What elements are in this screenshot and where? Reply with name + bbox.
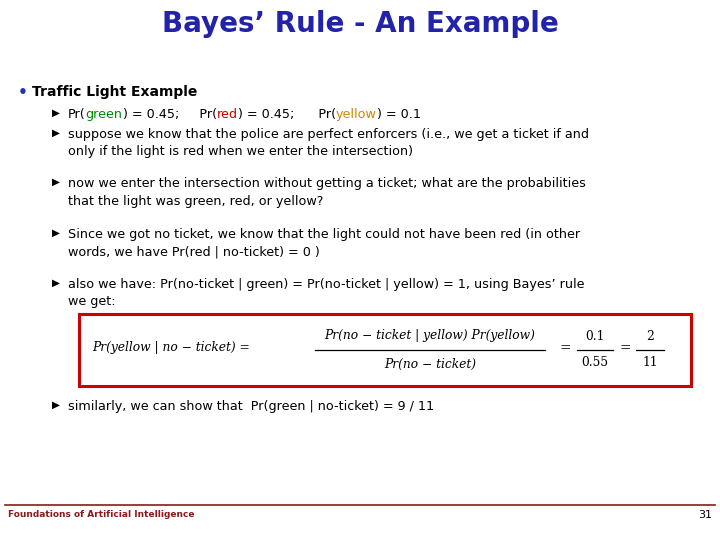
Text: •: • xyxy=(18,85,28,100)
Text: Pr(no − ticket): Pr(no − ticket) xyxy=(384,357,476,370)
Text: ▶: ▶ xyxy=(52,108,60,118)
Text: ▶: ▶ xyxy=(52,400,60,410)
Text: green: green xyxy=(86,108,122,121)
Text: Traffic Light Example: Traffic Light Example xyxy=(32,85,197,99)
Text: yellow: yellow xyxy=(336,108,377,121)
Text: =: = xyxy=(559,341,571,355)
Text: ) = 0.45;      Pr(: ) = 0.45; Pr( xyxy=(238,108,336,121)
Text: Bayes’ Rule - An Example: Bayes’ Rule - An Example xyxy=(161,10,559,38)
Text: ) = 0.45;     Pr(: ) = 0.45; Pr( xyxy=(122,108,217,121)
Text: similarly, we can show that  Pr(green | no-ticket) = 9 / 11: similarly, we can show that Pr(green | n… xyxy=(68,400,434,413)
Text: ▶: ▶ xyxy=(52,177,60,187)
Text: ▶: ▶ xyxy=(52,278,60,288)
FancyBboxPatch shape xyxy=(79,314,691,386)
Text: Pr(: Pr( xyxy=(68,108,86,121)
Text: =: = xyxy=(619,341,631,355)
Text: ▶: ▶ xyxy=(52,128,60,138)
Text: Pr(no − ticket | yellow) Pr(yellow): Pr(no − ticket | yellow) Pr(yellow) xyxy=(325,329,536,342)
Text: ▶: ▶ xyxy=(52,228,60,238)
Text: 0.55: 0.55 xyxy=(582,356,608,369)
Text: 11: 11 xyxy=(642,356,658,369)
Text: 31: 31 xyxy=(698,510,712,520)
Text: 0.1: 0.1 xyxy=(585,330,605,343)
Text: Since we got no ticket, we know that the light could not have been red (in other: Since we got no ticket, we know that the… xyxy=(68,228,580,259)
Text: suppose we know that the police are perfect enforcers (i.e., we get a ticket if : suppose we know that the police are perf… xyxy=(68,128,589,159)
Text: ) = 0.1: ) = 0.1 xyxy=(377,108,421,121)
Text: red: red xyxy=(217,108,238,121)
Text: Pr(yellow | no − ticket) =: Pr(yellow | no − ticket) = xyxy=(92,341,250,354)
Text: Foundations of Artificial Intelligence: Foundations of Artificial Intelligence xyxy=(8,510,194,519)
Text: now we enter the intersection without getting a ticket; what are the probabiliti: now we enter the intersection without ge… xyxy=(68,177,586,207)
Text: 2: 2 xyxy=(646,330,654,343)
Text: also we have: Pr(no-ticket | green) = Pr(no-ticket | yellow) = 1, using Bayes’ r: also we have: Pr(no-ticket | green) = Pr… xyxy=(68,278,585,308)
